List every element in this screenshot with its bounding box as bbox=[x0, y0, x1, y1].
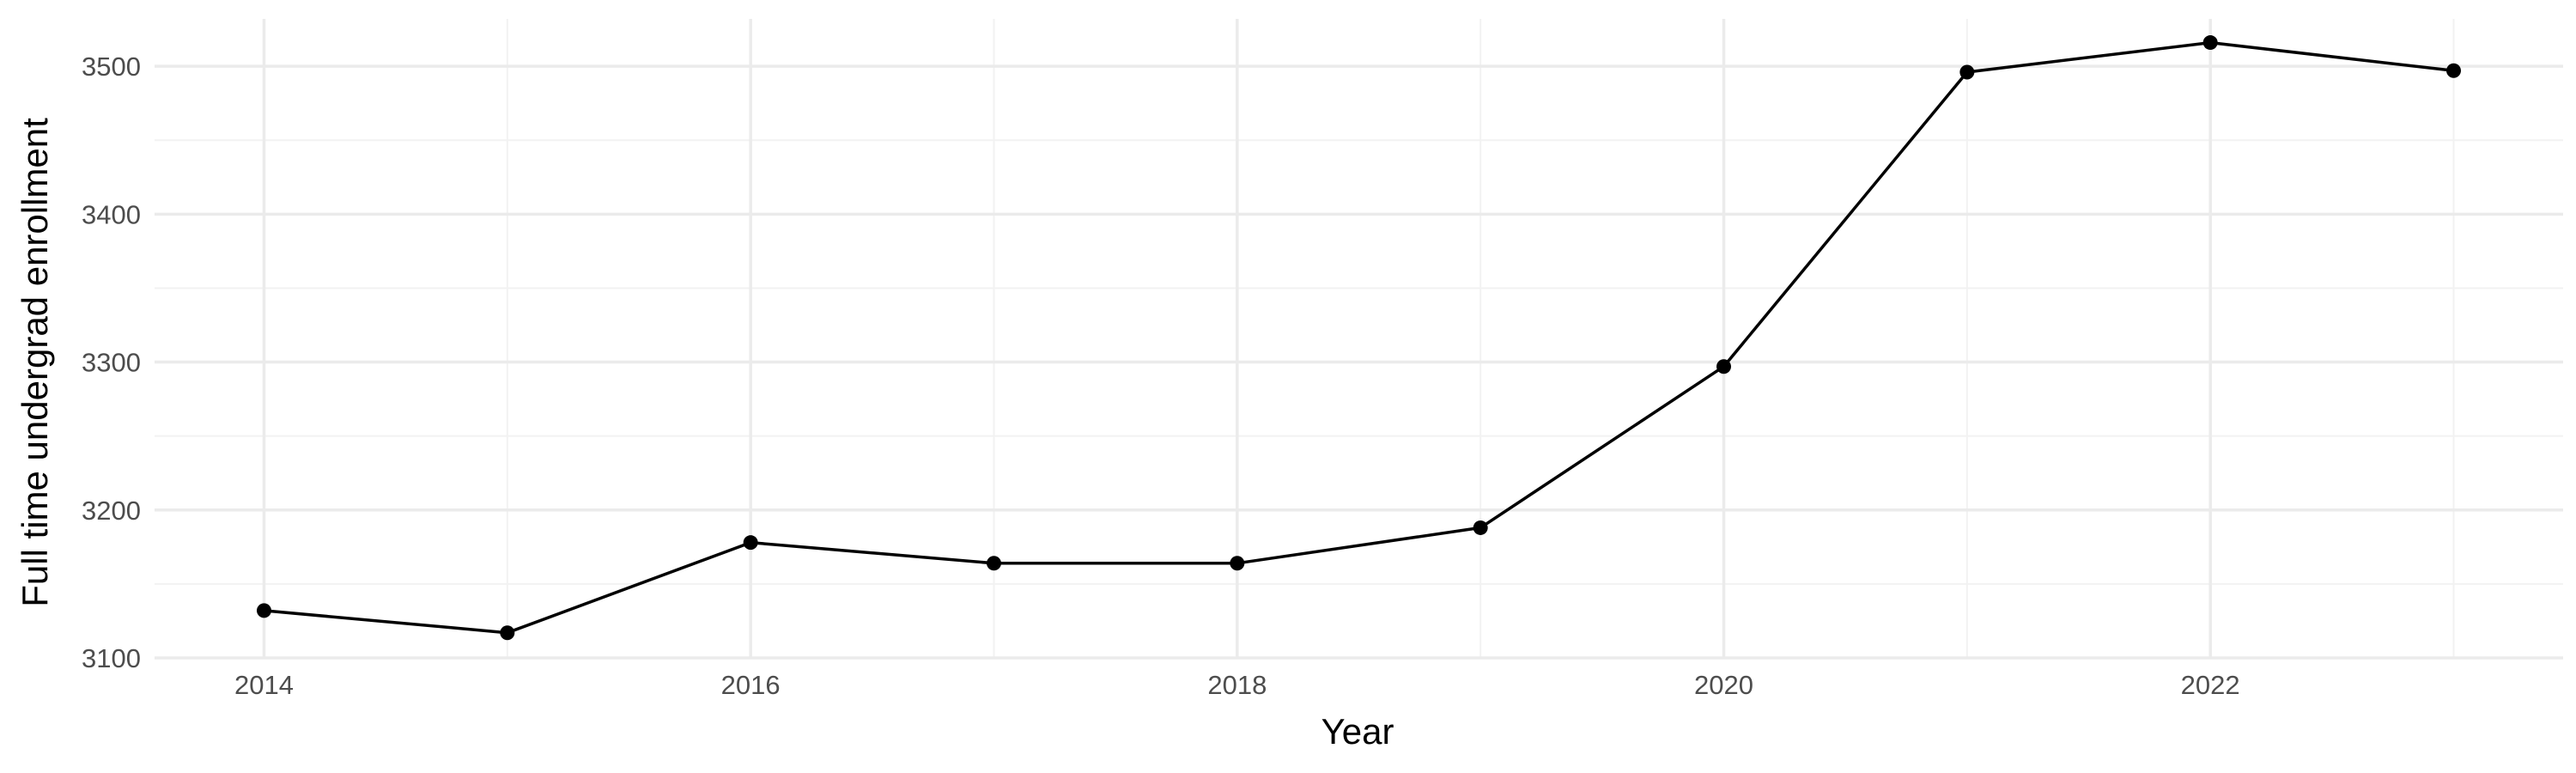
data-point bbox=[743, 535, 758, 551]
x-tick-label: 2016 bbox=[721, 670, 781, 700]
data-point bbox=[1959, 64, 1975, 80]
x-tick-label: 2018 bbox=[1207, 670, 1267, 700]
y-axis-ticks: 3100 3200 3300 3400 3500 bbox=[82, 52, 141, 673]
data-point bbox=[1716, 359, 1731, 374]
data-point bbox=[500, 625, 515, 641]
data-point bbox=[2202, 35, 2218, 51]
y-tick-label: 3200 bbox=[82, 496, 141, 526]
x-tick-label: 2022 bbox=[2181, 670, 2240, 700]
data-point bbox=[1230, 556, 1245, 571]
data-point bbox=[2446, 63, 2461, 78]
x-axis-ticks: 2014 2016 2018 2020 2022 bbox=[234, 670, 2240, 700]
x-axis-title: Year bbox=[1321, 711, 1394, 752]
series-line bbox=[262, 40, 2456, 635]
y-tick-label: 3400 bbox=[82, 199, 141, 229]
data-point bbox=[987, 556, 1001, 571]
y-tick-label: 3100 bbox=[82, 643, 141, 673]
data-point bbox=[1473, 520, 1488, 535]
series-layer bbox=[257, 35, 2461, 641]
y-axis-title: Full time undergrad enrollment bbox=[15, 118, 55, 607]
x-tick-label: 2020 bbox=[1694, 670, 1753, 700]
major-gridlines bbox=[155, 19, 2563, 660]
minor-gridlines bbox=[155, 19, 2563, 658]
y-tick-label: 3300 bbox=[82, 348, 141, 378]
y-tick-label: 3500 bbox=[82, 52, 141, 82]
data-point bbox=[257, 603, 271, 618]
x-tick-label: 2014 bbox=[234, 670, 294, 700]
